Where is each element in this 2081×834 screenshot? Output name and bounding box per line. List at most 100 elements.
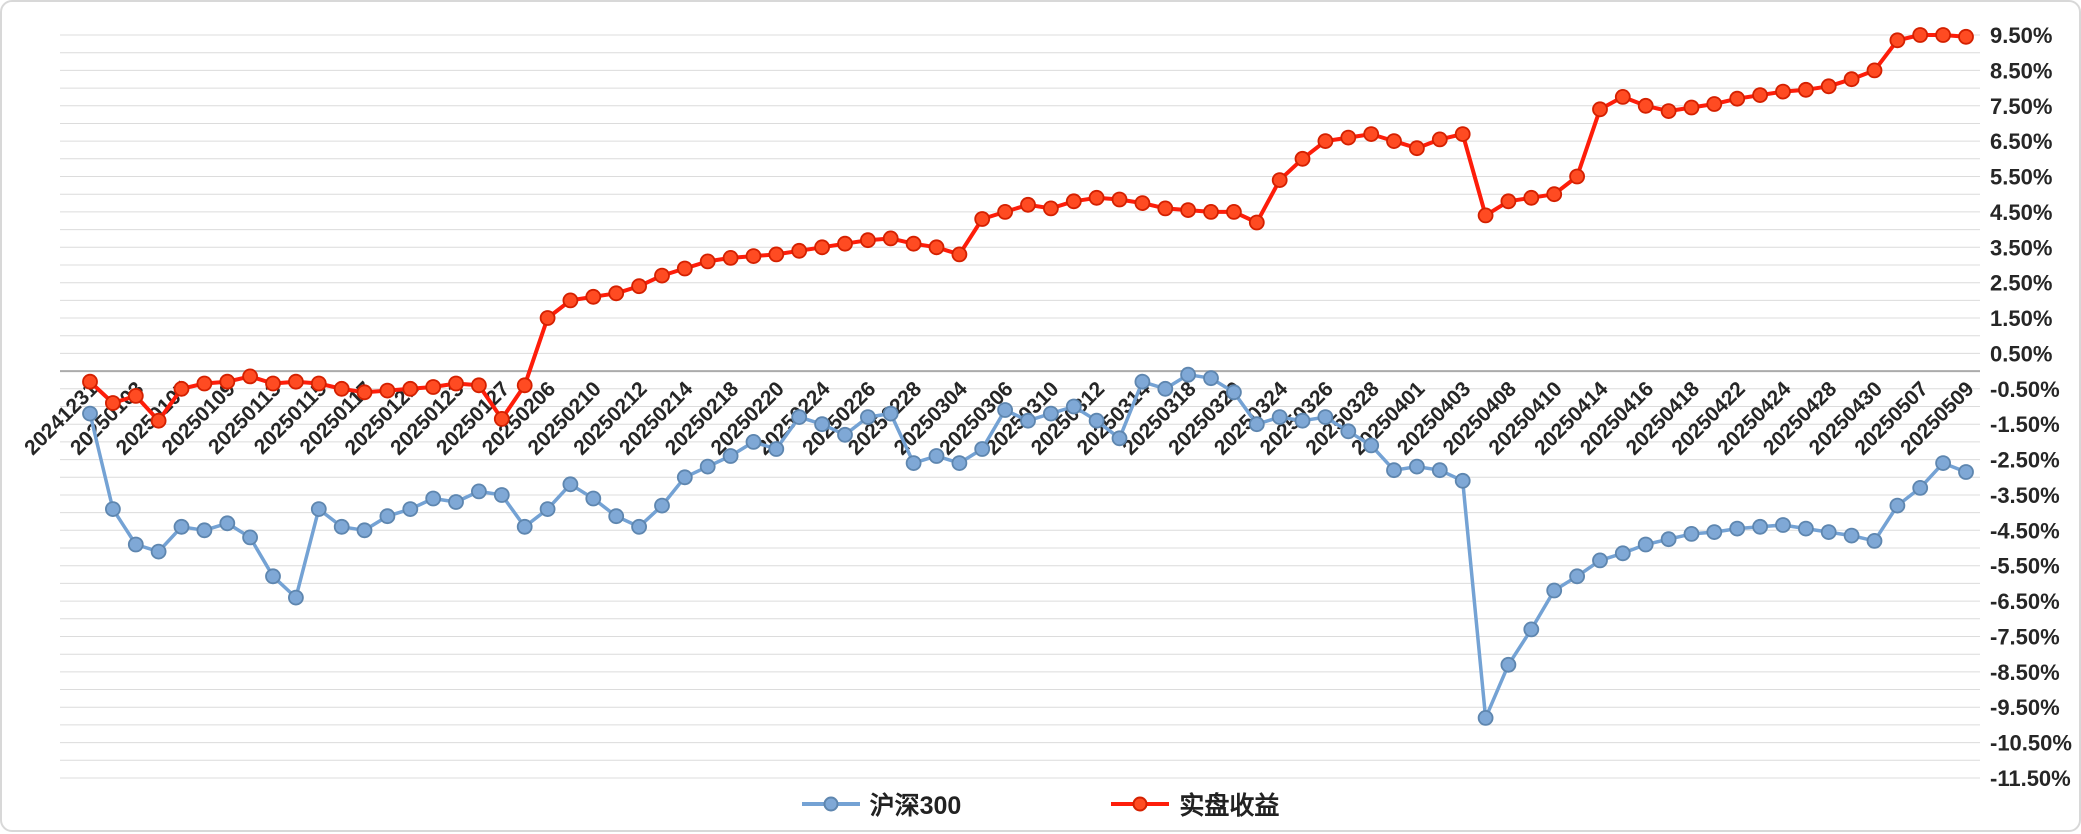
data-point-csi300 xyxy=(814,416,830,433)
data-point-csi300 xyxy=(1088,412,1105,429)
data-point-csi300 xyxy=(1958,464,1974,480)
legend-label-csi300: 沪深300 xyxy=(869,792,962,820)
data-point-real-returns xyxy=(1500,193,1517,210)
y-tick-label: -7.50% xyxy=(1990,625,2060,650)
data-point-real-returns xyxy=(951,246,968,263)
data-point-real-returns xyxy=(860,232,876,249)
y-tick-label: 6.50% xyxy=(1990,129,2052,154)
data-point-real-returns xyxy=(722,249,739,266)
data-point-csi300 xyxy=(860,409,876,426)
data-point-csi300 xyxy=(1317,409,1334,426)
y-tick-label: -9.50% xyxy=(1990,695,2060,720)
data-point-csi300 xyxy=(310,501,327,518)
data-point-csi300 xyxy=(768,441,785,457)
y-tick-label: -5.50% xyxy=(1990,554,2060,579)
legend-marker-real-returns xyxy=(1111,795,1170,813)
data-point-real-returns xyxy=(1111,191,1128,208)
data-point-real-returns xyxy=(1660,103,1677,119)
data-point-real-returns xyxy=(1889,32,1906,49)
y-tick-label: 9.50% xyxy=(1990,23,2052,48)
data-point-csi300 xyxy=(1248,416,1265,433)
series-line-real-returns xyxy=(88,33,1968,423)
data-point-csi300 xyxy=(1798,520,1814,537)
data-point-csi300 xyxy=(379,508,396,525)
data-point-real-returns xyxy=(242,368,259,385)
data-point-real-returns xyxy=(150,412,167,429)
series-csi300 xyxy=(82,366,1974,726)
data-point-csi300 xyxy=(265,568,281,585)
data-point-real-returns xyxy=(1248,214,1265,231)
data-point-real-returns xyxy=(1043,200,1059,217)
data-point-real-returns xyxy=(1020,196,1036,213)
data-point-real-returns xyxy=(265,375,281,392)
data-point-real-returns xyxy=(1683,99,1700,116)
data-point-csi300 xyxy=(951,455,968,472)
data-point-csi300 xyxy=(1683,526,1700,542)
data-point-real-returns xyxy=(882,230,899,247)
data-point-real-returns xyxy=(654,267,670,284)
data-point-csi300 xyxy=(1820,524,1837,540)
data-point-csi300 xyxy=(356,522,373,539)
data-point-csi300 xyxy=(1180,366,1196,383)
data-point-real-returns xyxy=(928,239,945,256)
data-point-csi300 xyxy=(608,508,625,525)
data-point-csi300 xyxy=(1386,462,1402,479)
y-tick-label: -10.50% xyxy=(1990,731,2072,756)
data-point-csi300 xyxy=(1500,656,1517,673)
data-point-real-returns xyxy=(1752,87,1768,103)
data-point-real-returns xyxy=(1820,78,1837,95)
data-point-real-returns xyxy=(608,285,625,302)
data-point-real-returns xyxy=(676,260,693,277)
data-point-real-returns xyxy=(1798,81,1814,98)
data-point-real-returns xyxy=(82,373,98,390)
y-tick-label: -3.50% xyxy=(1990,483,2060,508)
data-point-csi300 xyxy=(448,494,464,510)
data-point-real-returns xyxy=(997,203,1013,220)
data-point-real-returns xyxy=(814,239,830,256)
data-point-real-returns xyxy=(1775,83,1791,100)
data-point-csi300 xyxy=(1111,430,1128,447)
y-tick-label: -1.50% xyxy=(1990,412,2060,437)
data-point-csi300 xyxy=(974,441,991,457)
y-tick-label: 2.50% xyxy=(1990,271,2052,296)
data-point-csi300 xyxy=(242,529,259,546)
data-point-real-returns xyxy=(745,248,762,265)
data-point-real-returns xyxy=(1866,62,1883,79)
legend-item-real-returns[interactable]: 实盘收益 xyxy=(1111,786,1279,822)
legend-item-csi300[interactable]: 沪深300 xyxy=(801,786,962,822)
data-point-csi300 xyxy=(333,518,350,535)
series-real-returns xyxy=(82,27,1974,429)
data-point-csi300 xyxy=(105,501,121,518)
data-point-real-returns xyxy=(1134,195,1151,212)
y-tick-label: 0.50% xyxy=(1990,341,2052,366)
data-point-real-returns xyxy=(105,395,121,411)
data-point-csi300 xyxy=(1134,373,1151,390)
data-point-csi300 xyxy=(1203,370,1219,387)
data-point-csi300 xyxy=(699,458,716,475)
data-point-csi300 xyxy=(1477,710,1494,726)
data-point-real-returns xyxy=(1157,200,1174,217)
data-point-real-returns xyxy=(1409,140,1425,157)
data-point-real-returns xyxy=(1431,131,1448,148)
data-point-csi300 xyxy=(1431,462,1448,479)
data-point-csi300 xyxy=(676,469,693,486)
data-point-real-returns xyxy=(699,253,716,270)
data-point-real-returns xyxy=(310,375,327,392)
data-point-csi300 xyxy=(745,433,762,450)
y-tick-label: -4.50% xyxy=(1990,518,2060,543)
data-point-csi300 xyxy=(722,448,739,464)
data-point-real-returns xyxy=(1843,71,1860,88)
y-axis-labels: 9.50% 8.50% 7.50% 6.50% 5.50% 4.50% 3.50% 2.50%… xyxy=(1990,23,2072,791)
data-point-csi300 xyxy=(196,522,213,539)
data-point-csi300 xyxy=(631,518,647,535)
data-point-real-returns xyxy=(402,380,419,397)
legend-dot-icon xyxy=(823,796,839,812)
data-point-csi300 xyxy=(1226,384,1242,401)
data-point-csi300 xyxy=(1637,536,1654,553)
data-point-csi300 xyxy=(1020,412,1036,429)
data-point-real-returns xyxy=(791,242,808,259)
data-point-csi300 xyxy=(1294,412,1311,429)
data-point-real-returns xyxy=(1454,126,1471,143)
data-point-csi300 xyxy=(1065,398,1082,415)
